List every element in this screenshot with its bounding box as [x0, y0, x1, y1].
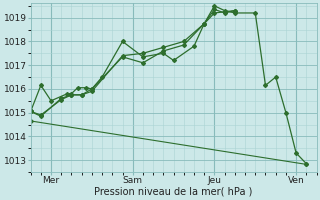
- X-axis label: Pression niveau de la mer( hPa ): Pression niveau de la mer( hPa ): [94, 187, 253, 197]
